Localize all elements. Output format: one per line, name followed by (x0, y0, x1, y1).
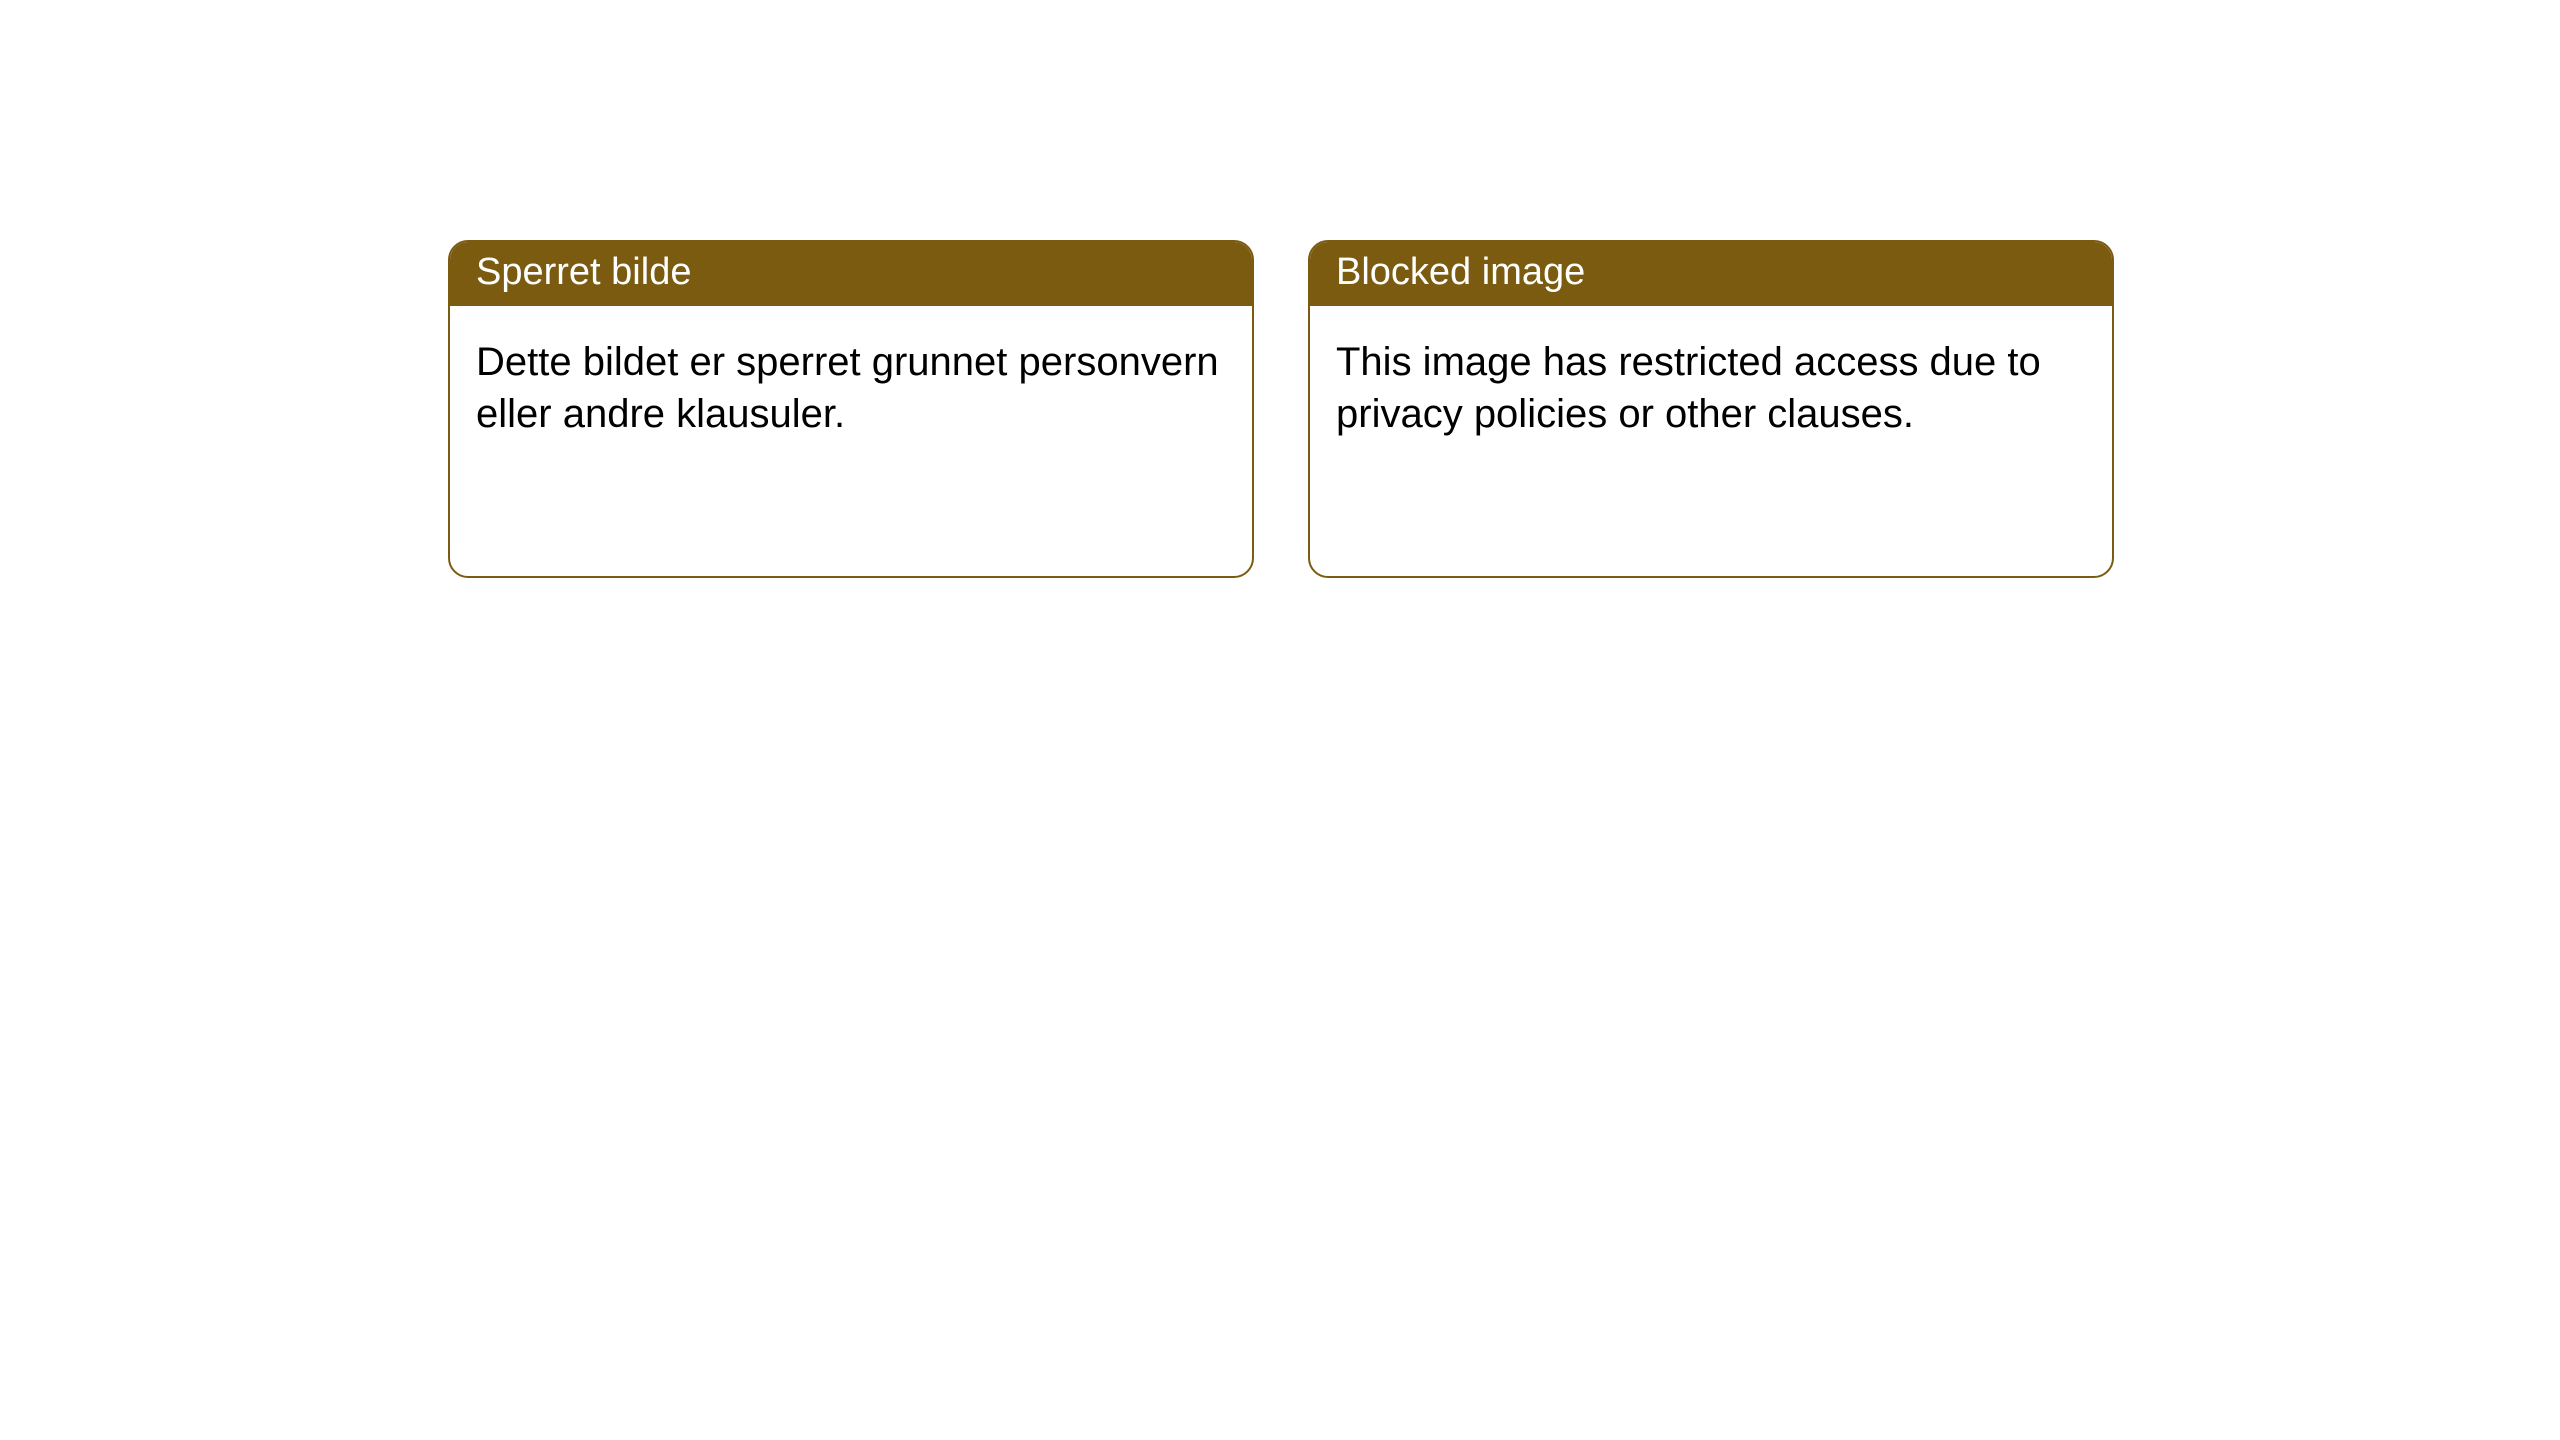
notice-card-norwegian: Sperret bilde Dette bildet er sperret gr… (448, 240, 1254, 578)
notice-card-header: Sperret bilde (450, 242, 1252, 306)
notice-card-body: This image has restricted access due to … (1310, 306, 2112, 472)
notice-card-body: Dette bildet er sperret grunnet personve… (450, 306, 1252, 472)
notice-card-english: Blocked image This image has restricted … (1308, 240, 2114, 578)
notice-card-header: Blocked image (1310, 242, 2112, 306)
notice-cards-container: Sperret bilde Dette bildet er sperret gr… (0, 0, 2560, 578)
